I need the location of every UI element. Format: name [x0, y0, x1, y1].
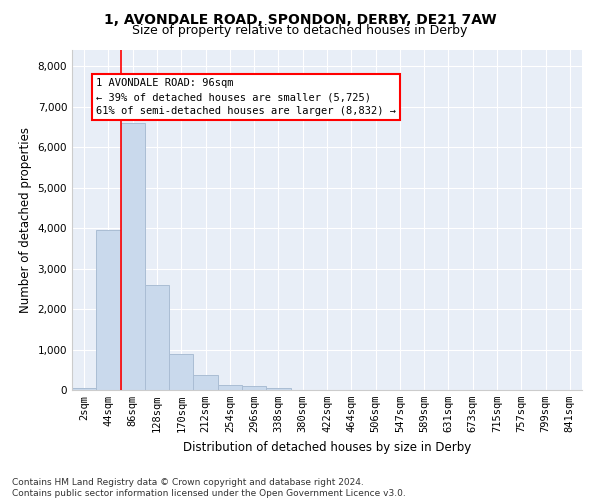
X-axis label: Distribution of detached houses by size in Derby: Distribution of detached houses by size … — [183, 440, 471, 454]
Text: 1 AVONDALE ROAD: 96sqm
← 39% of detached houses are smaller (5,725)
61% of semi-: 1 AVONDALE ROAD: 96sqm ← 39% of detached… — [96, 78, 396, 116]
Bar — [121, 123, 145, 390]
Text: Size of property relative to detached houses in Derby: Size of property relative to detached ho… — [133, 24, 467, 37]
Y-axis label: Number of detached properties: Number of detached properties — [19, 127, 32, 313]
Bar — [218, 384, 242, 390]
Bar — [242, 386, 266, 390]
Bar — [96, 230, 121, 390]
Text: 1, AVONDALE ROAD, SPONDON, DERBY, DE21 7AW: 1, AVONDALE ROAD, SPONDON, DERBY, DE21 7… — [104, 12, 496, 26]
Bar — [193, 374, 218, 390]
Text: Contains HM Land Registry data © Crown copyright and database right 2024.
Contai: Contains HM Land Registry data © Crown c… — [12, 478, 406, 498]
Bar — [169, 354, 193, 390]
Bar — [266, 388, 290, 390]
Bar — [145, 285, 169, 390]
Bar — [72, 388, 96, 390]
